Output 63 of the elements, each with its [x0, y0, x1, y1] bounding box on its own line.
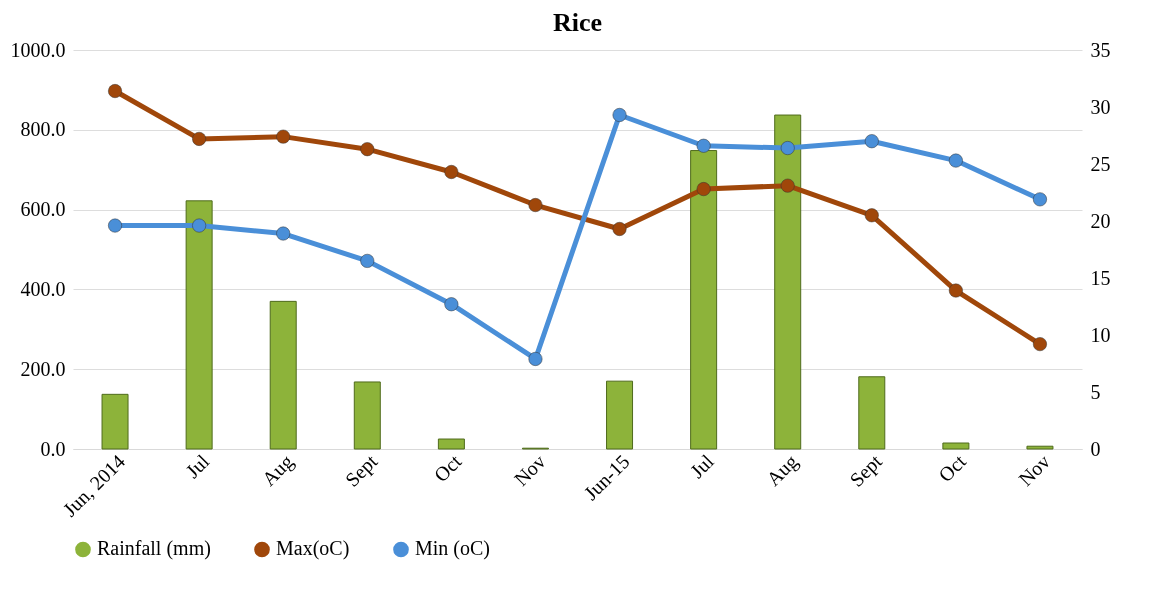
y2-tick-label: 20: [1090, 209, 1111, 232]
point: [192, 131, 207, 146]
y-tick-label: 1000.0: [10, 38, 66, 61]
y2-tick-label: 10: [1090, 323, 1111, 346]
legend-label: Max(oC): [276, 537, 350, 561]
y-tick-label: 600.0: [20, 198, 66, 221]
point: [360, 253, 375, 268]
point: [528, 352, 543, 366]
point: [360, 142, 375, 157]
point: [1033, 337, 1047, 352]
chart-title: Rice: [552, 8, 603, 37]
bar: [437, 438, 465, 450]
x-tick-label: Oct: [934, 449, 971, 487]
bar: [774, 114, 802, 450]
y2-tick-label: 0: [1090, 437, 1101, 460]
point: [108, 218, 122, 233]
y2-tick-label: 30: [1090, 95, 1111, 118]
legend-label: Rainfall (mm): [97, 537, 211, 561]
bar: [185, 200, 213, 450]
point: [780, 178, 795, 193]
x-tick-label: Oct: [429, 449, 466, 487]
y-tick-label: 0.0: [40, 437, 66, 460]
x-tick-label: Nov: [509, 450, 550, 490]
x-tick-label: Aug: [257, 450, 299, 491]
x-tick-label: Nov: [1014, 450, 1055, 490]
point: [528, 198, 543, 212]
point: [276, 129, 291, 144]
point: [612, 222, 627, 236]
point: [948, 153, 963, 168]
bar: [1026, 445, 1054, 450]
x-tick-label: Sept: [845, 449, 887, 492]
point: [612, 108, 627, 122]
y2-tick-label: 5: [1090, 380, 1101, 403]
point: [108, 84, 122, 98]
y-tick-label: 800.0: [20, 118, 66, 141]
point: [444, 165, 459, 179]
legend-label: Min (oC): [415, 537, 490, 561]
point: [1033, 192, 1047, 207]
x-tick-label: Jul: [685, 449, 719, 483]
point: [276, 226, 291, 241]
bar: [269, 300, 297, 450]
bar: [690, 150, 718, 450]
bar: [858, 376, 886, 450]
point: [864, 134, 879, 149]
point: [192, 218, 207, 233]
x-tick-label: Jul: [181, 449, 214, 483]
bar: [101, 393, 129, 450]
y2-tick-label: 25: [1090, 152, 1111, 175]
bar: [353, 381, 381, 450]
bar: [606, 380, 634, 450]
point: [696, 138, 711, 153]
y2-tick-label: 15: [1090, 266, 1111, 289]
x-tick-label: Sept: [340, 449, 383, 492]
point: [444, 297, 459, 312]
point: [696, 182, 711, 197]
y2-tick-label: 35: [1090, 38, 1111, 61]
x-tick-label: Aug: [761, 450, 803, 491]
point: [948, 283, 963, 298]
bar: [942, 442, 970, 450]
point: [780, 141, 795, 155]
y-tick-label: 400.0: [20, 277, 66, 300]
y-tick-label: 200.0: [20, 357, 66, 380]
point: [864, 208, 879, 223]
